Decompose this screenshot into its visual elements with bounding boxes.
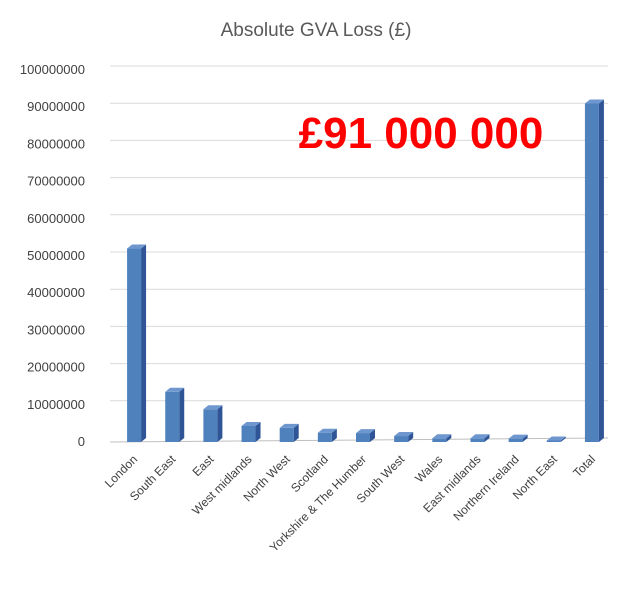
bar (546, 436, 566, 442)
bar-front (546, 440, 561, 442)
bar (508, 434, 528, 442)
bar-side (255, 422, 261, 442)
bar-top (165, 387, 185, 392)
bar-top (356, 429, 375, 434)
bar-top (317, 428, 337, 433)
bar-top (203, 405, 223, 410)
bar (165, 387, 185, 442)
y-tick-label: 60000000 (27, 211, 85, 226)
x-tick-label: Wales (412, 452, 445, 485)
bar-front (203, 409, 218, 442)
x-tick-label: Total (570, 452, 598, 480)
chart-title: Absolute GVA Loss (£) (221, 20, 412, 41)
bar (279, 423, 299, 442)
y-tick-label: 90000000 (27, 99, 85, 114)
x-tick-label: Northern Ireland (451, 452, 522, 523)
bar (584, 99, 604, 442)
bar-top (432, 434, 452, 439)
y-tick-label: 40000000 (27, 285, 85, 300)
bar-side (179, 387, 185, 442)
bar-front (470, 438, 485, 442)
bar-top (394, 432, 414, 437)
bar-side (331, 428, 337, 442)
y-tick-label: 30000000 (27, 322, 85, 337)
x-tick-label: London (102, 452, 140, 490)
gridlines (109, 65, 609, 443)
y-tick-label: 50000000 (27, 248, 85, 263)
bar-front (508, 438, 523, 442)
bar-side (293, 423, 299, 442)
y-tick-label: 0 (78, 434, 85, 449)
bar-front (317, 432, 332, 442)
bar-top (470, 434, 490, 439)
bar (394, 432, 414, 442)
y-tick-label: 20000000 (27, 360, 85, 375)
y-tick-label: 100000000 (20, 62, 85, 77)
bar-front (356, 433, 370, 442)
x-tick-label: East (190, 452, 217, 479)
bar-side (141, 244, 147, 442)
y-tick-label: 70000000 (27, 174, 85, 189)
y-axis-ticks: 0 10000000 20000000 30000000 40000000 5000000… (20, 62, 85, 449)
bar-top (508, 434, 528, 439)
y-tick-label: 80000000 (27, 136, 85, 151)
total-annotation: £91 000 000 (299, 109, 544, 158)
bars (127, 99, 604, 442)
bar-top (546, 436, 566, 441)
bar-side (484, 434, 490, 442)
bar-front (584, 103, 599, 442)
bar-front (241, 426, 256, 442)
bar-top (584, 99, 604, 104)
bar-top (279, 423, 299, 428)
bar-front (394, 436, 409, 442)
bar-side (522, 434, 528, 442)
bar (317, 428, 337, 442)
bar (356, 429, 375, 442)
y-tick-label: 10000000 (27, 397, 85, 412)
bar-front (432, 438, 447, 442)
bar-side (560, 436, 566, 442)
bar (432, 434, 452, 442)
bar-front (165, 391, 180, 442)
bar-side (446, 434, 452, 442)
bar (203, 405, 223, 442)
bar (470, 434, 490, 442)
bar (241, 422, 261, 442)
bar (127, 244, 147, 442)
bar-top (127, 244, 147, 249)
bar-front (127, 248, 142, 442)
bar-side (370, 429, 375, 442)
bar-side (217, 405, 223, 442)
bar-side (408, 432, 414, 442)
bar-top (241, 422, 261, 427)
bar-side (598, 99, 604, 442)
bar-front (279, 427, 294, 442)
